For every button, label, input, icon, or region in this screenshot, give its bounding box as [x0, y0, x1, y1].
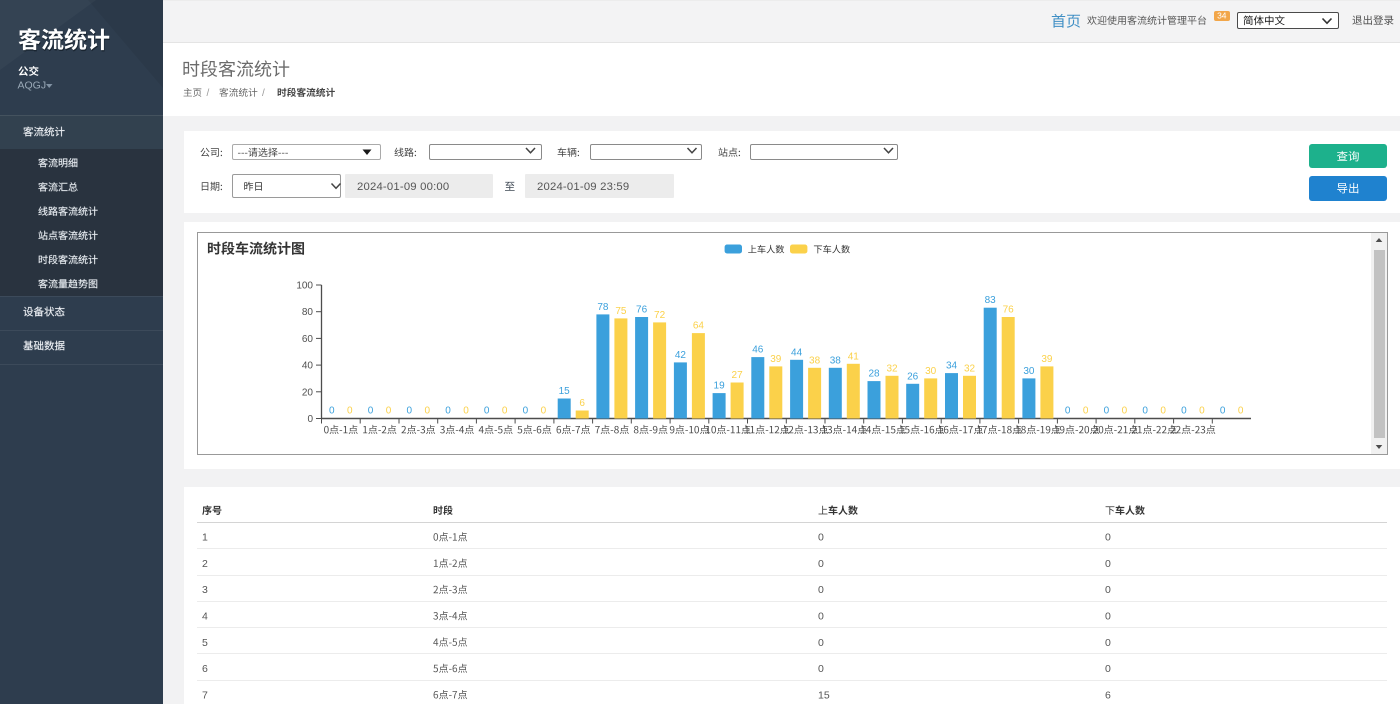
svg-text:/: / [207, 88, 210, 99]
svg-text:/: / [262, 88, 265, 99]
